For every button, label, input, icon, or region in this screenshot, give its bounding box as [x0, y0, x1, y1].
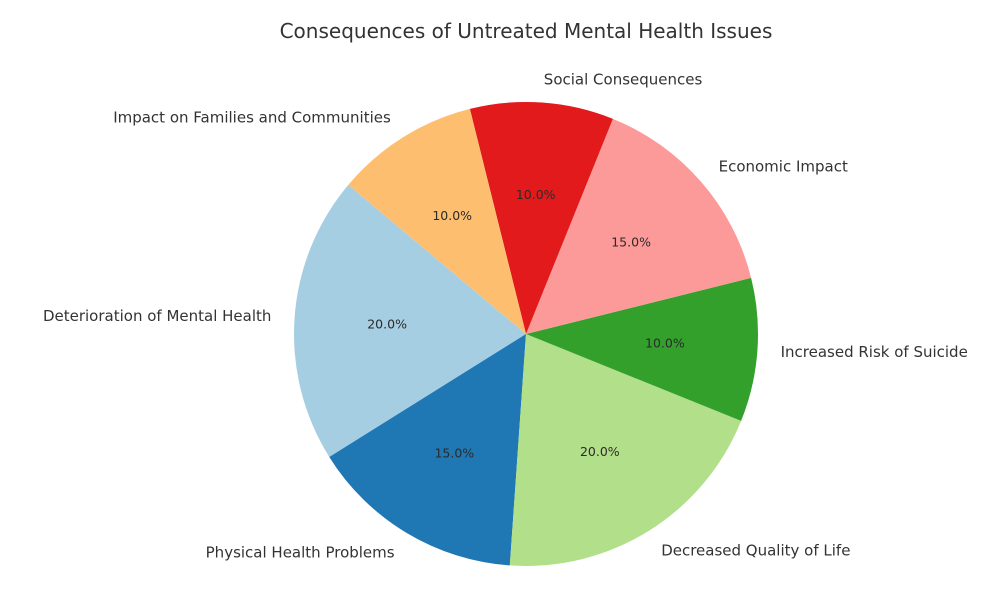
pie-category-label: Impact on Families and Communities: [113, 109, 391, 127]
pie-category-label: Economic Impact: [719, 158, 848, 176]
pie-labels: 20.0% Deterioration of Mental Health 15.0%…: [43, 70, 968, 561]
pie-percent-label: 20.0%: [580, 444, 620, 459]
pie-category-label: Physical Health Problems: [206, 544, 395, 562]
pie-category-label: Deterioration of Mental Health: [43, 307, 271, 325]
pie-slice-decreased-quality-of-life: [509, 334, 742, 566]
pie-percent-label: 10.0%: [432, 208, 472, 223]
pie-percent-label: 10.0%: [516, 187, 556, 202]
pie-slice-economic-impact: [526, 118, 752, 334]
chart-title: Consequences of Untreated Mental Health …: [280, 19, 773, 43]
pie-slice-impact-on-families-and-communities: [348, 108, 526, 334]
pie-slices: [293, 101, 759, 566]
pie-category-label: Increased Risk of Suicide: [781, 343, 968, 361]
pie-percent-label: 15.0%: [611, 235, 651, 250]
pie-percent-label: 20.0%: [367, 316, 407, 331]
pie-slice-increased-risk-of-suicide: [526, 277, 759, 421]
pie-category-label: Decreased Quality of Life: [661, 541, 850, 559]
pie-percent-label: 15.0%: [434, 445, 474, 460]
pie-percent-label: 10.0%: [645, 336, 685, 351]
pie-slice-physical-health-problems: [329, 334, 526, 566]
pie-category-label: Social Consequences: [544, 70, 703, 88]
pie-slice-deterioration-of-mental-health: [293, 184, 526, 457]
pie-slice-social-consequences: [469, 101, 613, 334]
